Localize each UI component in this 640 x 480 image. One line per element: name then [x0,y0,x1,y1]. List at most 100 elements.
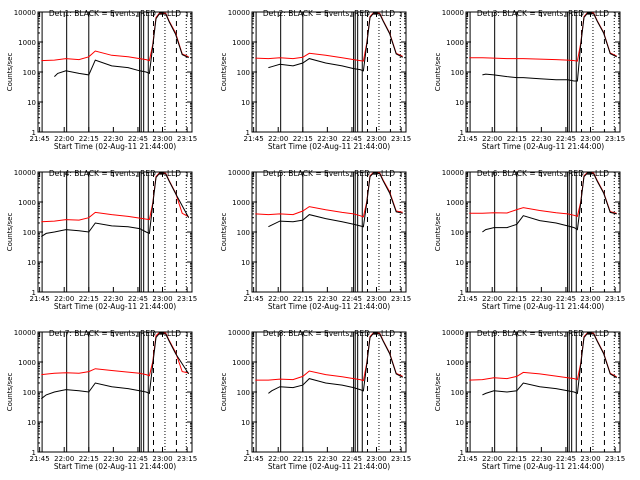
y-tick-label: 1000 [446,359,464,367]
x-tick-label: 22:45 [556,455,576,463]
x-tick-label: 23:15 [605,295,625,303]
y-tick-label: 10 [241,419,250,427]
y-tick-label: 10000 [228,329,250,337]
x-tick-label: 22:30 [317,135,337,143]
panel-title: Det 5: BLACK = Events, RED = LLD [263,169,395,178]
series-line-lld [469,12,617,62]
panel-title: Det 2: BLACK = Events, RED = LLD [263,9,395,18]
y-tick-label: 100 [237,389,250,397]
y-tick-label: 100 [451,389,464,397]
y-tick-label: 100 [451,229,464,237]
x-tick-label: 22:45 [128,295,148,303]
y-tick-label: 1 [246,449,250,457]
y-axis-label: Counts/sec [6,53,14,92]
x-tick-label: 23:00 [580,455,600,463]
y-axis-label: Counts/sec [220,53,228,92]
plot-frame [465,171,621,293]
x-tick-label: 22:45 [128,135,148,143]
x-tick-label: 22:45 [556,135,576,143]
x-tick-label: 22:00 [482,295,502,303]
panel-title: Det 3: BLACK = Events, RED = LLD [477,9,609,18]
series-line-events [482,172,617,233]
x-tick-label: 22:15 [293,135,313,143]
x-axis-label: Start Time (02-Aug-11 21:44:00) [54,142,176,151]
x-tick-label: 23:00 [580,135,600,143]
y-axis-label: Counts/sec [434,213,442,252]
x-tick-label: 22:45 [342,135,362,143]
series-line-events [482,12,617,82]
panel-2: 1 10 100 1000 10000 21:45 22:00 22:15 22:30 22:45… [220,9,411,151]
x-tick-label: 22:30 [317,455,337,463]
x-tick-label: 23:15 [605,135,625,143]
y-tick-label: 10000 [14,9,36,17]
x-tick-label: 21:45 [30,295,50,303]
y-tick-label: 1000 [232,199,250,207]
panel-title: Det 7: BLACK = Events, RED = LLD [49,329,181,338]
series-line-events [482,332,617,396]
y-tick-label: 1000 [18,199,36,207]
x-tick-label: 21:45 [30,455,50,463]
x-tick-label: 21:45 [30,135,50,143]
x-tick-label: 23:00 [152,135,172,143]
plot-frame [251,331,407,453]
series-line-events [40,332,190,400]
x-tick-label: 22:30 [103,135,123,143]
series-line-lld [255,172,403,218]
x-tick-label: 22:45 [342,455,362,463]
x-tick-label: 22:00 [268,295,288,303]
y-tick-label: 100 [237,229,250,237]
x-tick-label: 22:30 [531,295,551,303]
y-tick-label: 1000 [232,39,250,47]
x-tick-label: 23:15 [177,455,197,463]
x-tick-label: 23:15 [605,455,625,463]
series-line-events [268,172,403,228]
y-tick-label: 10000 [228,169,250,177]
x-tick-label: 23:15 [177,135,197,143]
y-tick-label: 10000 [14,169,36,177]
y-tick-label: 10 [241,99,250,107]
x-tick-label: 22:15 [293,455,313,463]
x-axis-label: Start Time (02-Aug-11 21:44:00) [268,462,390,471]
panel-7: 1 10 100 1000 10000 21:45 22:00 22:15 22:30 22:45… [6,329,197,471]
x-tick-label: 22:00 [482,135,502,143]
x-axis-label: Start Time (02-Aug-11 21:44:00) [268,142,390,151]
y-axis-label: Counts/sec [434,373,442,412]
x-axis-label: Start Time (02-Aug-11 21:44:00) [268,302,390,311]
series-line-events [41,172,190,238]
panel-title: Det 9: BLACK = Events, RED = LLD [477,329,609,338]
y-tick-label: 10 [27,419,36,427]
plot-frame [251,11,407,133]
x-tick-label: 22:15 [507,135,527,143]
x-tick-label: 22:30 [317,295,337,303]
series-line-lld [469,172,617,218]
panel-3: 1 10 100 1000 10000 21:45 22:00 22:15 22:30 22:45… [434,9,625,151]
x-tick-label: 22:00 [482,455,502,463]
x-tick-label: 22:15 [79,135,99,143]
x-tick-label: 22:45 [342,295,362,303]
y-tick-label: 100 [237,69,250,77]
y-tick-label: 10 [27,99,36,107]
y-tick-label: 1 [32,129,36,137]
x-tick-label: 22:15 [79,295,99,303]
y-axis-label: Counts/sec [6,373,14,412]
y-tick-label: 10000 [442,329,464,337]
y-tick-label: 10000 [442,169,464,177]
x-tick-label: 22:45 [128,455,148,463]
y-tick-label: 1 [460,129,464,137]
x-tick-label: 23:15 [391,135,411,143]
y-axis-label: Counts/sec [434,53,442,92]
y-tick-label: 100 [23,69,36,77]
y-axis-label: Counts/sec [6,213,14,252]
x-tick-label: 22:30 [531,455,551,463]
y-tick-label: 1000 [18,39,36,47]
x-tick-label: 21:45 [244,295,264,303]
x-tick-label: 21:45 [244,455,264,463]
x-tick-label: 22:15 [79,455,99,463]
x-tick-label: 23:15 [391,295,411,303]
x-tick-label: 22:00 [268,135,288,143]
x-tick-label: 22:00 [54,135,74,143]
x-tick-label: 21:45 [458,455,478,463]
series-line-events [268,332,403,394]
x-axis-label: Start Time (02-Aug-11 21:44:00) [54,302,176,311]
